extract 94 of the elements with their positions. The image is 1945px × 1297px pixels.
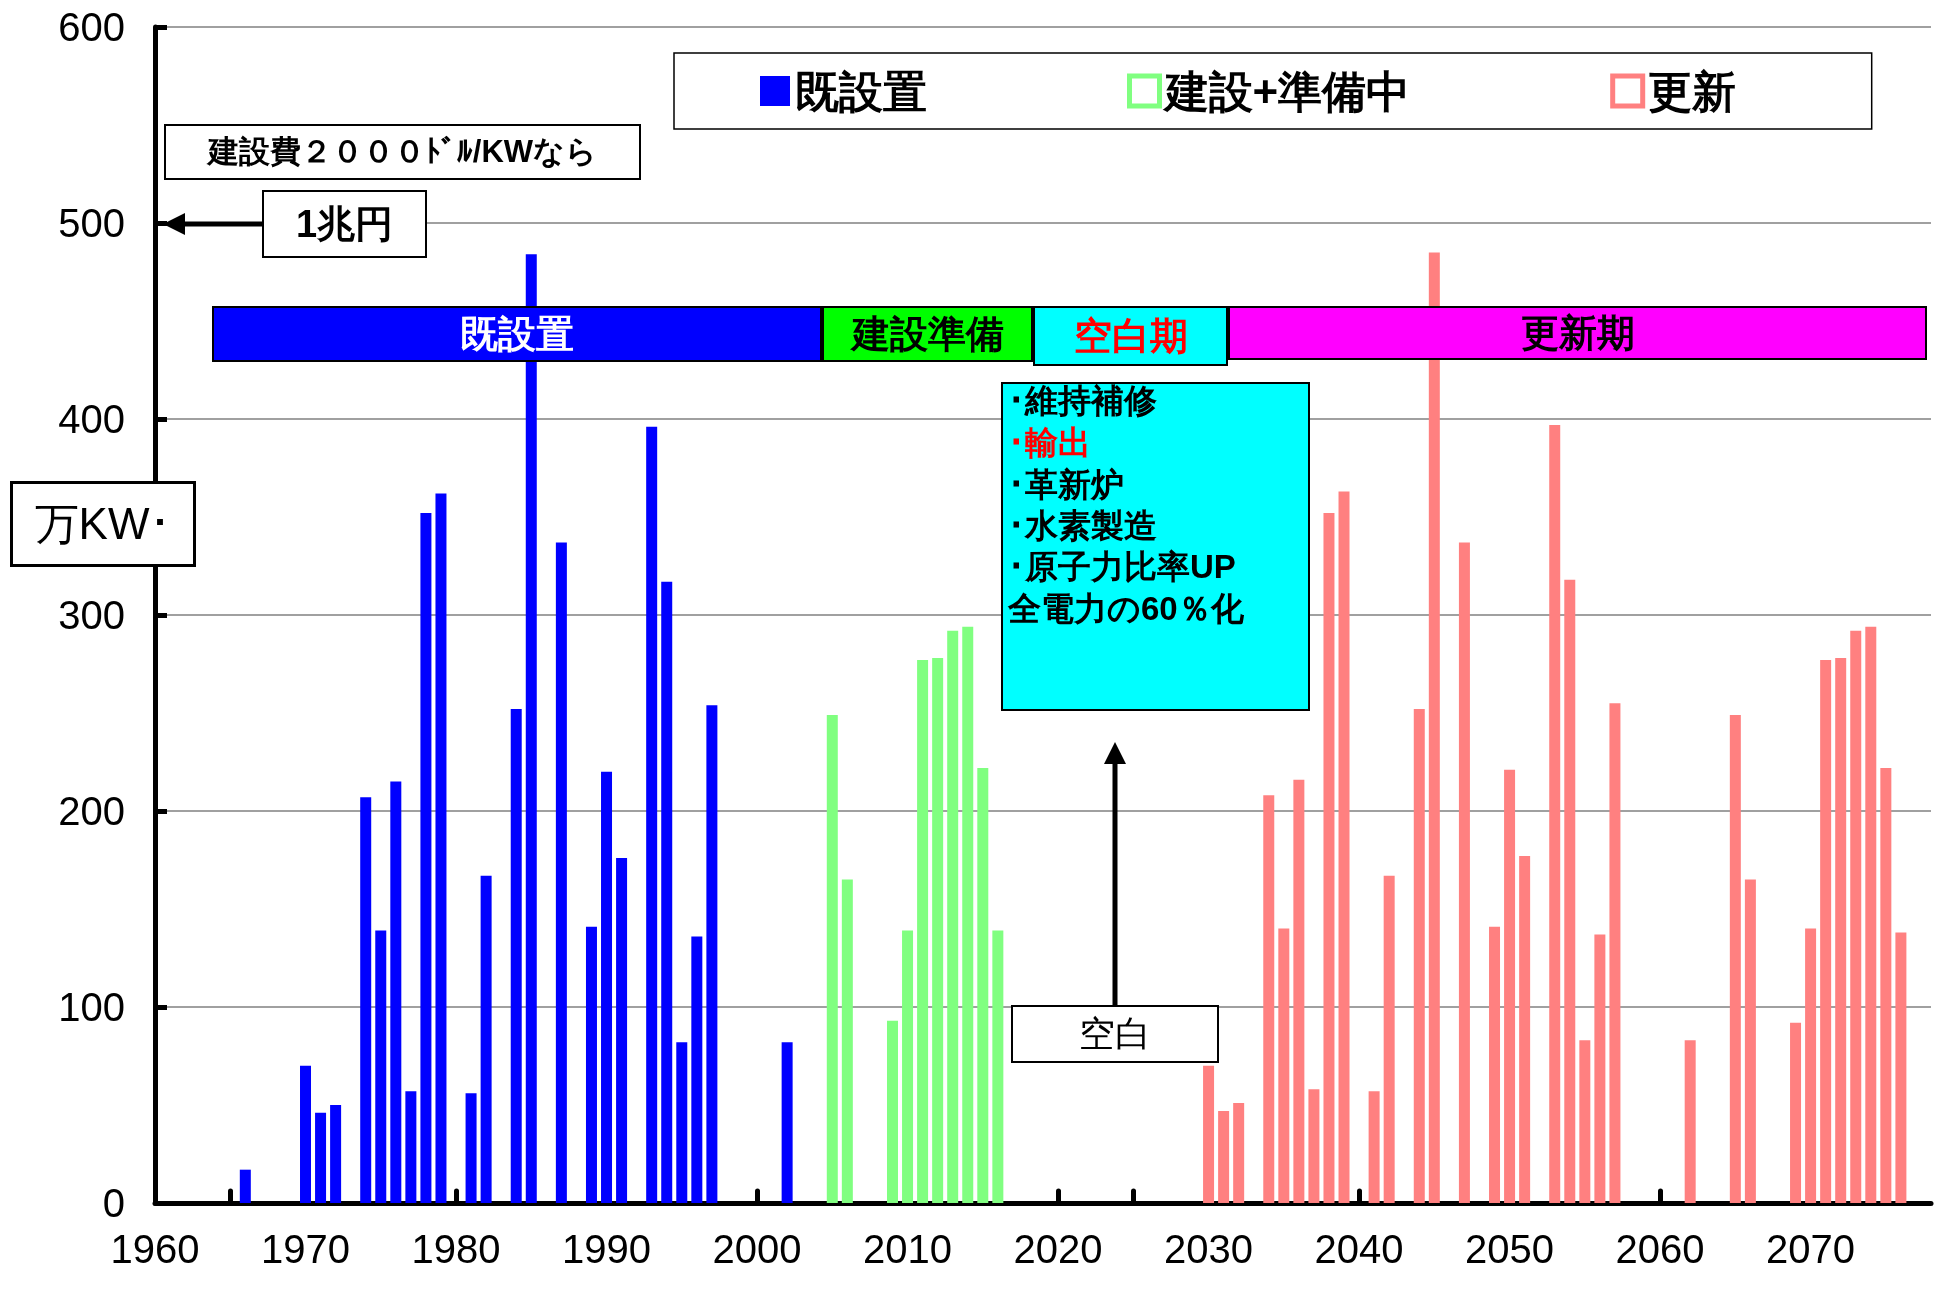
bar (1850, 630, 1862, 1203)
bar (360, 797, 372, 1203)
bar (1458, 542, 1470, 1203)
x-tick-label: 1990 (562, 1227, 652, 1271)
bar (1594, 934, 1606, 1203)
bar (1308, 1089, 1320, 1203)
bar (706, 705, 718, 1203)
bar (1880, 767, 1892, 1203)
annotation: ･水素製造 (1008, 506, 1157, 546)
bar (676, 1042, 688, 1203)
bar (465, 1093, 477, 1203)
x-tick-label: 1970 (261, 1227, 350, 1271)
bar (1549, 424, 1561, 1203)
bar (962, 626, 974, 1203)
bar (1233, 1103, 1245, 1203)
bar (1609, 703, 1621, 1203)
y-tick-label: 0 (102, 1181, 125, 1225)
bar (1820, 660, 1832, 1203)
bar (300, 1065, 312, 1203)
bar (1293, 779, 1305, 1203)
x-tick-label: 2070 (1766, 1227, 1856, 1271)
bar (480, 875, 492, 1203)
bar (1895, 932, 1907, 1203)
legend-label: 既設置 (795, 66, 927, 116)
x-tick-label: 1960 (110, 1227, 200, 1271)
bar (932, 658, 944, 1203)
bar (902, 930, 914, 1203)
bar (330, 1105, 342, 1203)
bar (781, 1042, 793, 1203)
bar (1383, 875, 1395, 1203)
y-tick-label: 200 (58, 789, 125, 833)
bar (947, 630, 959, 1203)
bar (375, 930, 387, 1203)
x-tick-label: 2030 (1164, 1227, 1254, 1271)
bar (1278, 928, 1290, 1203)
bar (239, 1169, 251, 1203)
bar (1368, 1091, 1380, 1203)
bar (1744, 879, 1756, 1203)
bar (1790, 1022, 1802, 1203)
bar (601, 771, 613, 1203)
y-tick-label: 400 (58, 397, 125, 441)
y-tick-label: 500 (58, 201, 125, 245)
bar (1218, 1110, 1230, 1203)
bar (1729, 714, 1741, 1203)
bar (315, 1112, 327, 1203)
x-tick-label: 2020 (1013, 1227, 1103, 1271)
y-tick-label: 100 (58, 985, 125, 1029)
annotation: ･原子力比率UP (1008, 547, 1236, 587)
x-tick-label: 1980 (411, 1227, 501, 1271)
bar (886, 1020, 898, 1203)
x-tick-label: 2010 (863, 1227, 953, 1271)
bar (977, 767, 989, 1203)
bar (1489, 926, 1501, 1203)
annotation: 全電力の60％化 (1008, 589, 1244, 629)
bar (435, 493, 447, 1203)
legend-label: 建設+準備中 (1161, 66, 1411, 116)
bar (1413, 709, 1425, 1203)
x-tick-label: 2000 (712, 1227, 802, 1271)
annotation: ･革新炉 (1008, 465, 1124, 505)
bar (1203, 1065, 1215, 1203)
bar (1835, 658, 1847, 1203)
bar (1428, 252, 1440, 1203)
bar (1684, 1040, 1696, 1203)
x-tick-label: 2040 (1314, 1227, 1404, 1271)
bar (1805, 928, 1817, 1203)
bar (917, 660, 929, 1203)
bar (405, 1091, 417, 1203)
bar (992, 930, 1004, 1203)
bar (616, 858, 628, 1203)
bar (841, 879, 853, 1203)
bar (661, 581, 673, 1203)
bar (691, 936, 703, 1203)
bar (1323, 513, 1335, 1203)
bar (1338, 491, 1350, 1203)
bar (1263, 795, 1275, 1203)
bar (1579, 1040, 1591, 1203)
annotation: ･維持補修 (1008, 381, 1157, 421)
bar (420, 513, 432, 1203)
bar (826, 714, 838, 1203)
bar (1865, 626, 1877, 1203)
bar (555, 542, 567, 1203)
bar (390, 781, 402, 1203)
legend-label: 更新 (1647, 66, 1736, 116)
y-tick-label: 600 (58, 5, 125, 49)
x-tick-label: 2060 (1615, 1227, 1705, 1271)
bar (510, 709, 522, 1203)
bar (1564, 579, 1576, 1203)
bar (585, 926, 597, 1203)
bar (646, 426, 658, 1203)
x-tick-label: 2050 (1465, 1227, 1555, 1271)
bar (1504, 769, 1516, 1203)
annotation: ･輸出 (1008, 423, 1091, 463)
bar (1519, 856, 1531, 1203)
y-tick-label: 300 (58, 593, 125, 637)
